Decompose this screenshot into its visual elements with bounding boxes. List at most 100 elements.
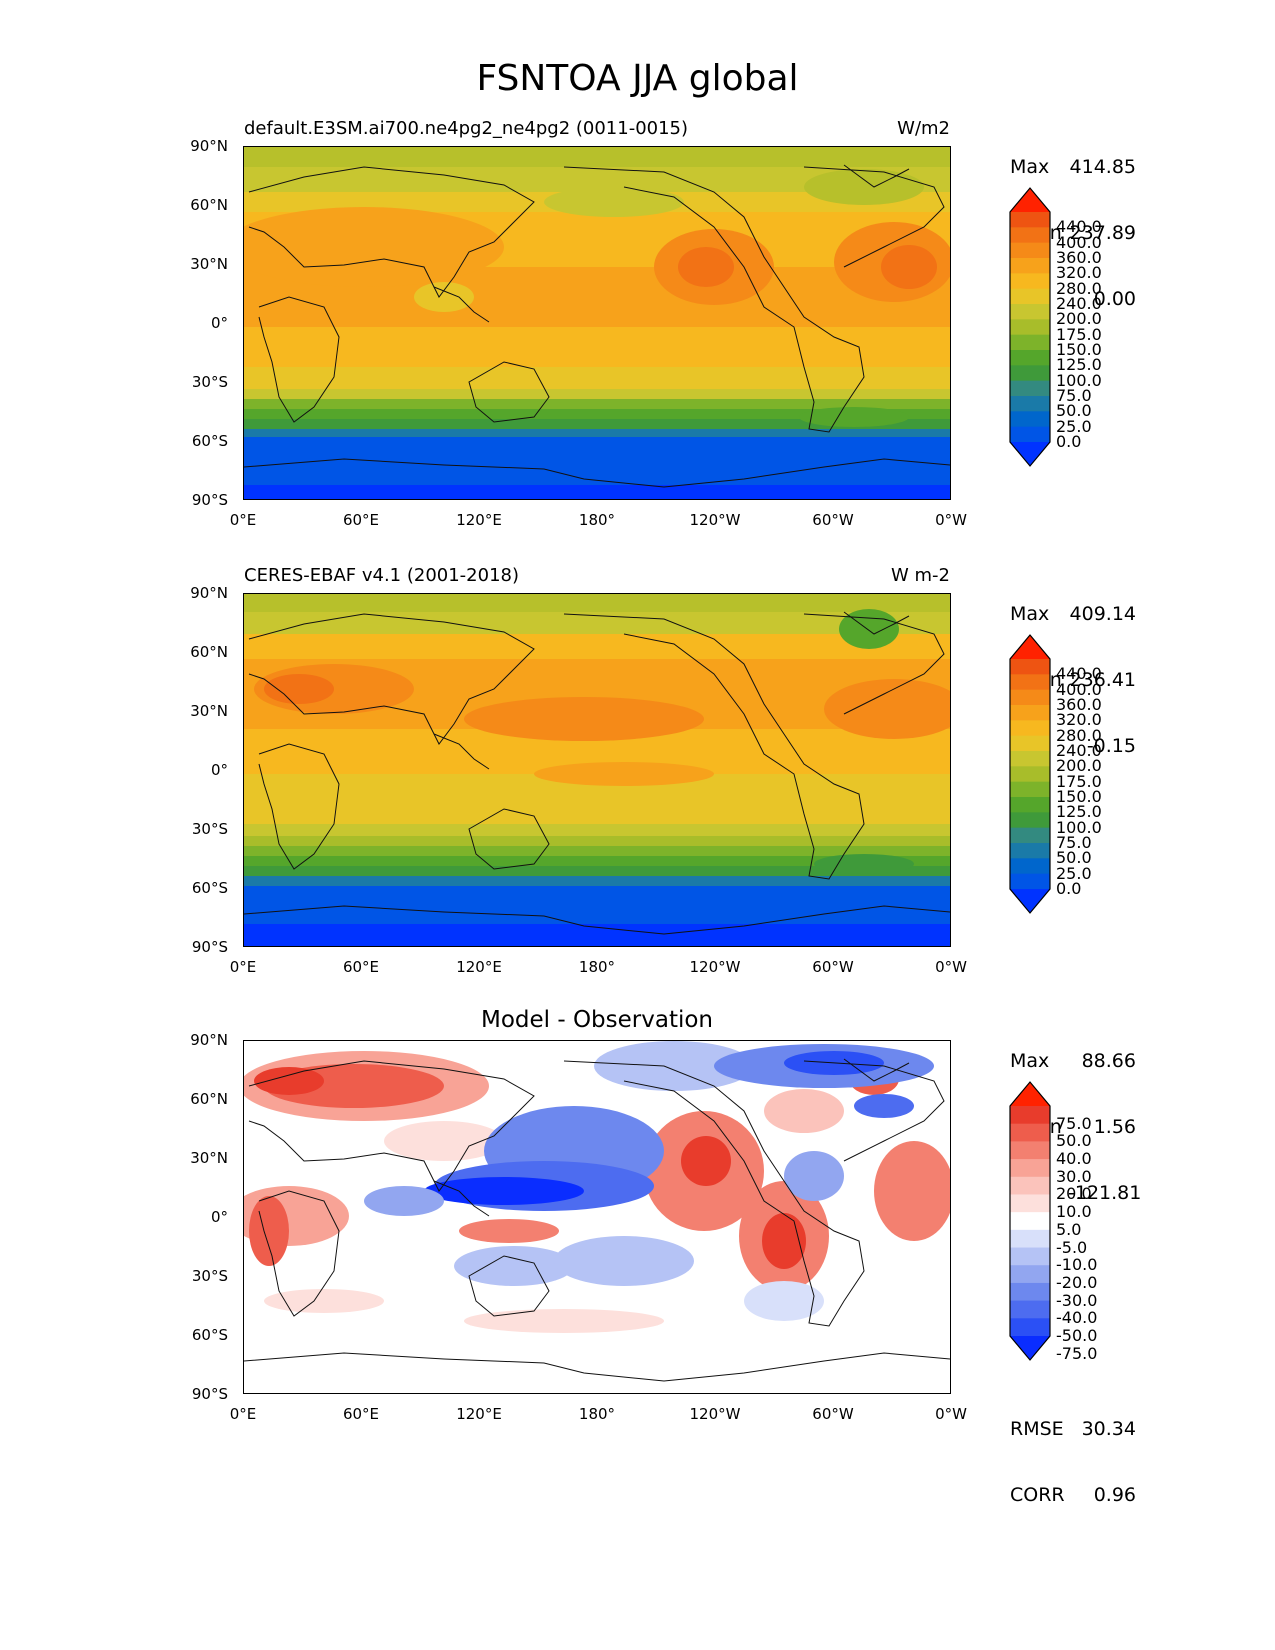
colorbar-tick-label: 25.0 bbox=[1056, 863, 1092, 883]
colorbar-tick-label: 40.0 bbox=[1056, 1149, 1092, 1169]
panel2-xtick: 120°E bbox=[456, 958, 502, 976]
panel3-xtick: 0°E bbox=[229, 1405, 257, 1423]
panel2-xtick: 0°W bbox=[935, 958, 967, 976]
colorbar-segment bbox=[1010, 273, 1050, 290]
panel2-xtick: 120°W bbox=[689, 958, 741, 976]
colorbar-tick-label: 50.0 bbox=[1056, 1131, 1092, 1151]
colorbar-tick-label: 100.0 bbox=[1056, 817, 1102, 837]
colorbar-tick-label: 200.0 bbox=[1056, 309, 1102, 329]
panel2-xtick: 60°E bbox=[342, 958, 380, 976]
colorbar-segment bbox=[1010, 1123, 1050, 1142]
colorbar-tick-label: 440.0 bbox=[1056, 217, 1102, 237]
stat-max: 409.14 bbox=[1069, 603, 1136, 625]
colorbar-tick-label: 75.0 bbox=[1056, 833, 1092, 852]
colorbar-segment bbox=[1010, 365, 1050, 382]
panel1-title-left: default.E3SM.ai700.ne4pg2_ne4pg2 (0011-0… bbox=[244, 118, 689, 139]
colorbar-extend-max bbox=[1010, 1082, 1050, 1106]
panel3-ytick: 60°S bbox=[191, 1326, 228, 1344]
panel1-ytick: 0° bbox=[210, 314, 228, 332]
colorbar-tick-label: 280.0 bbox=[1056, 725, 1102, 745]
stat-mean: 1.56 bbox=[1093, 1116, 1136, 1138]
colorbar-tick-label: 400.0 bbox=[1056, 679, 1102, 699]
colorbar-segment bbox=[1010, 1265, 1050, 1284]
colorbar-segment bbox=[1010, 426, 1050, 443]
panel3-xtick: 120°W bbox=[689, 1405, 741, 1423]
panel1-ytick: 60°N bbox=[190, 196, 228, 214]
panel1-xtick: 120°E bbox=[456, 511, 502, 529]
colorbar-segment bbox=[1010, 781, 1050, 798]
panel3-xtick: 60°W bbox=[812, 1405, 854, 1423]
colorbar-segment bbox=[1010, 1229, 1050, 1249]
panel1-xtick: 0°E bbox=[229, 511, 257, 529]
colorbar-tick-label: 5.0 bbox=[1056, 1219, 1082, 1239]
colorbar-tick-label: -50.0 bbox=[1056, 1326, 1098, 1345]
colorbar-tick-label: -75.0 bbox=[1056, 1343, 1098, 1363]
metric-label: CORR bbox=[1010, 1484, 1065, 1506]
panel2-ytick: 30°N bbox=[190, 702, 228, 720]
panel3-map bbox=[243, 1040, 951, 1394]
panel2-title-left: CERES-EBAF v4.1 (2001-2018) bbox=[244, 565, 520, 586]
colorbar-tick-label: 50.0 bbox=[1056, 848, 1092, 868]
panel3-xtick: 180° bbox=[578, 1405, 616, 1423]
panel1-colorbar bbox=[1009, 187, 1051, 467]
stat-min: 0.00 bbox=[1093, 288, 1136, 310]
panel3-ytick: 90°S bbox=[191, 1385, 228, 1403]
stat-max: 88.66 bbox=[1081, 1050, 1136, 1072]
colorbar-tick-label: 240.0 bbox=[1056, 741, 1102, 760]
colorbar-segment bbox=[1010, 1212, 1050, 1231]
colorbar-tick-label: 50.0 bbox=[1056, 401, 1092, 421]
colorbar-segment bbox=[1010, 674, 1050, 691]
colorbar-tick-label: 150.0 bbox=[1056, 340, 1102, 359]
colorbar-tick-label: 125.0 bbox=[1056, 802, 1102, 822]
stat-mean: 237.89 bbox=[1069, 222, 1136, 244]
colorbar-segment bbox=[1010, 1141, 1050, 1160]
panel1-map bbox=[243, 146, 951, 500]
colorbar-tick-label: 280.0 bbox=[1056, 278, 1102, 298]
colorbar-segment bbox=[1010, 411, 1050, 428]
panel2-ytick: 90°N bbox=[190, 584, 228, 602]
colorbar-tick-label: 0.0 bbox=[1056, 879, 1082, 898]
stat-label: Max bbox=[1010, 1050, 1050, 1072]
panel3-xtick: 60°E bbox=[342, 1405, 380, 1423]
colorbar-tick-label: 400.0 bbox=[1056, 232, 1102, 252]
colorbar-segment bbox=[1010, 1176, 1050, 1195]
colorbar-tick-label: 360.0 bbox=[1056, 695, 1102, 714]
colorbar-extend-max bbox=[1010, 188, 1050, 212]
colorbar-tick-label: 320.0 bbox=[1056, 710, 1102, 730]
panel2-xtick: 0°E bbox=[229, 958, 257, 976]
colorbar-segment bbox=[1010, 1300, 1050, 1319]
colorbar-tick-label: 0.0 bbox=[1056, 432, 1082, 451]
panel3-xtick: 0°W bbox=[935, 1405, 967, 1423]
colorbar-segment bbox=[1010, 242, 1050, 259]
colorbar-segment bbox=[1010, 380, 1050, 397]
panel3-ytick: 90°N bbox=[190, 1031, 228, 1049]
colorbar-segment bbox=[1010, 858, 1050, 875]
panel2-ytick: 0° bbox=[210, 761, 228, 779]
colorbar-segment bbox=[1010, 304, 1050, 320]
stat-label: Max bbox=[1010, 156, 1050, 178]
colorbar-segment bbox=[1010, 827, 1050, 844]
panel1-ytick: 90°N bbox=[190, 137, 228, 155]
colorbar-tick-label: 150.0 bbox=[1056, 787, 1102, 806]
panel3-title: Model - Observation bbox=[480, 1007, 714, 1033]
panel2-xtick: 60°W bbox=[812, 958, 854, 976]
colorbar-segment bbox=[1010, 319, 1050, 336]
panel2-ytick: 90°S bbox=[191, 938, 228, 956]
colorbar-segment bbox=[1010, 766, 1050, 783]
colorbar-tick-label: 175.0 bbox=[1056, 771, 1102, 791]
panel1-ytick: 90°S bbox=[191, 491, 228, 509]
panel1-xtick: 180° bbox=[578, 511, 616, 529]
panel2-title-right: W m-2 bbox=[890, 565, 950, 586]
panel1-xtick: 60°E bbox=[342, 511, 380, 529]
panel1-ytick: 30°N bbox=[190, 255, 228, 273]
colorbar-segment bbox=[1010, 288, 1050, 305]
stat-mean: 236.41 bbox=[1069, 669, 1136, 691]
colorbar-segment bbox=[1010, 212, 1050, 228]
colorbar-segment bbox=[1010, 1282, 1050, 1302]
colorbar-tick-label: -10.0 bbox=[1056, 1255, 1098, 1275]
colorbar-segment bbox=[1010, 1247, 1050, 1266]
colorbar-tick-label: -20.0 bbox=[1056, 1272, 1098, 1292]
stat-min: -0.15 bbox=[1086, 735, 1136, 757]
colorbar-segment bbox=[1010, 1318, 1050, 1337]
panel1-ytick: 30°S bbox=[191, 373, 228, 391]
